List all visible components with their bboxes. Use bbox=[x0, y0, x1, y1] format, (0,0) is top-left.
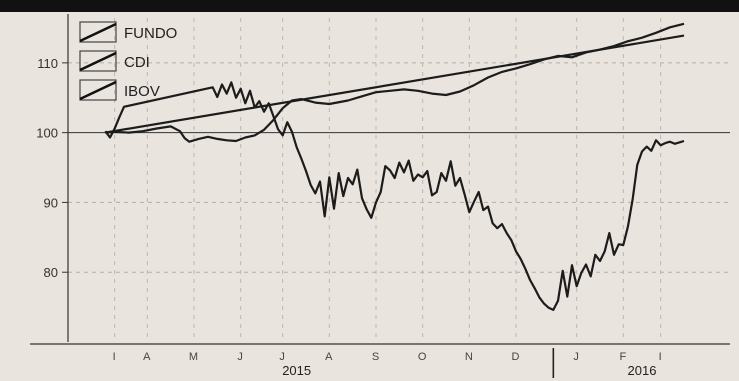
x-tick-label-10: J bbox=[573, 351, 580, 363]
series-line-fundo bbox=[105, 22, 685, 143]
y-tick-label-3: 110 bbox=[37, 56, 58, 71]
x-tick-label-9: D bbox=[512, 351, 521, 363]
y-tick-label-2: 100 bbox=[36, 126, 58, 141]
x-tick-label-7: O bbox=[418, 351, 428, 363]
legend-label-cdi: CDI bbox=[124, 54, 150, 71]
legend: FUNDO CDI IBOV bbox=[79, 21, 177, 101]
x-tick-label-6: S bbox=[372, 351, 380, 363]
legend-item-fundo: FUNDO bbox=[79, 21, 177, 43]
x-tick-label-11: F bbox=[619, 351, 627, 363]
year-label-1: 2016 bbox=[628, 363, 657, 378]
y-tick-label-0: 80 bbox=[44, 265, 58, 280]
series-lines bbox=[104, 22, 685, 311]
x-tick-label-1: A bbox=[143, 351, 151, 363]
legend-swatch-fundo bbox=[79, 21, 117, 43]
x-tick-label-5: A bbox=[325, 351, 333, 363]
legend-line-cdi bbox=[79, 51, 117, 72]
x-tick-label-12: I bbox=[659, 351, 663, 363]
legend-swatch-ibov bbox=[79, 79, 117, 101]
x-tick-label-4: J bbox=[279, 351, 286, 363]
legend-item-ibov: IBOV bbox=[79, 79, 160, 101]
series-line-cdi bbox=[105, 34, 685, 134]
y-tick-label-1: 90 bbox=[44, 195, 58, 210]
legend-line-fundo bbox=[79, 22, 117, 43]
legend-label-ibov: IBOV bbox=[124, 83, 160, 100]
legend-label-fundo: FUNDO bbox=[124, 25, 177, 42]
top-border bbox=[0, 0, 739, 12]
x-tick-label-2: M bbox=[189, 351, 199, 363]
year-label-0: 2015 bbox=[282, 363, 311, 378]
x-tick-label-8: N bbox=[465, 351, 474, 363]
series-line-ibov bbox=[104, 81, 685, 311]
x-tick-label-3: J bbox=[237, 351, 244, 363]
legend-line-ibov bbox=[79, 80, 117, 101]
x-tick-label-0: I bbox=[113, 351, 117, 363]
legend-swatch-cdi bbox=[79, 50, 117, 72]
axes: 80 90 100 110 I A M J J A S O N D J F I 2015 2016 bbox=[30, 14, 730, 378]
legend-item-cdi: CDI bbox=[79, 50, 150, 72]
